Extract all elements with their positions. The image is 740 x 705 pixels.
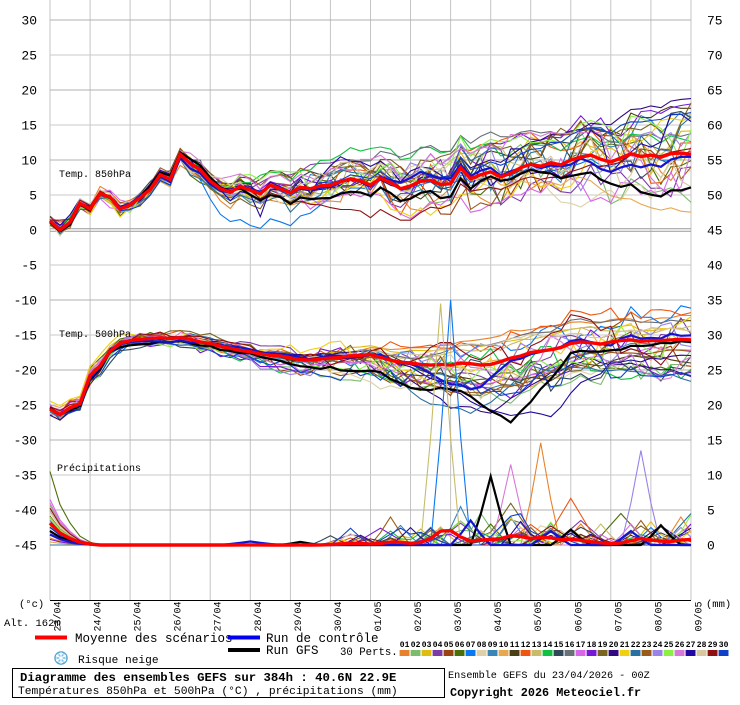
svg-text:Précipitations: Précipitations	[57, 463, 141, 475]
svg-text:5: 5	[707, 504, 715, 519]
svg-text:26/04: 26/04	[173, 601, 185, 631]
svg-text:17: 17	[576, 641, 586, 650]
svg-text:25: 25	[707, 364, 723, 379]
svg-text:Run de contrôle: Run de contrôle	[266, 632, 379, 646]
svg-text:28/04: 28/04	[253, 601, 265, 631]
svg-text:Risque neige: Risque neige	[78, 655, 159, 667]
svg-text:23/04: 23/04	[53, 601, 65, 631]
svg-text:Alt. 162m: Alt. 162m	[4, 618, 61, 630]
svg-text:50: 50	[707, 189, 723, 204]
svg-text:06: 06	[455, 641, 465, 650]
svg-text:-30: -30	[14, 434, 37, 449]
svg-text:20: 20	[609, 641, 619, 650]
svg-text:25/04: 25/04	[133, 601, 145, 631]
svg-text:13: 13	[532, 641, 542, 650]
svg-text:24: 24	[653, 641, 663, 650]
svg-text:(mm): (mm)	[706, 599, 731, 611]
svg-text:30/04: 30/04	[333, 601, 345, 631]
svg-text:-5: -5	[21, 259, 37, 274]
svg-text:15: 15	[554, 641, 564, 650]
svg-text:10: 10	[499, 641, 509, 650]
svg-text:35: 35	[707, 294, 723, 309]
svg-text:Temp. 850hPa: Temp. 850hPa	[59, 169, 131, 181]
svg-text:25: 25	[21, 49, 37, 64]
svg-text:Moyenne des scénarios: Moyenne des scénarios	[75, 632, 233, 646]
svg-text:55: 55	[707, 154, 723, 169]
svg-text:12: 12	[521, 641, 531, 650]
svg-text:40: 40	[707, 259, 723, 274]
svg-text:30: 30	[21, 14, 37, 29]
svg-text:-15: -15	[14, 329, 37, 344]
svg-text:-10: -10	[14, 294, 37, 309]
svg-text:07/05: 07/05	[613, 601, 625, 631]
svg-text:09: 09	[488, 641, 498, 650]
svg-text:01: 01	[400, 641, 410, 650]
svg-text:29/04: 29/04	[293, 601, 305, 631]
svg-text:15: 15	[707, 434, 723, 449]
svg-text:0: 0	[29, 224, 37, 239]
svg-text:05/05: 05/05	[533, 601, 545, 631]
svg-text:28: 28	[697, 641, 707, 650]
svg-text:09/05: 09/05	[694, 601, 706, 631]
svg-text:03: 03	[422, 641, 432, 650]
svg-text:Run GFS: Run GFS	[266, 644, 319, 658]
svg-text:70: 70	[707, 49, 723, 64]
svg-text:-20: -20	[14, 364, 37, 379]
svg-text:10: 10	[21, 154, 37, 169]
svg-text:23: 23	[642, 641, 652, 650]
svg-text:-25: -25	[14, 399, 37, 414]
svg-text:02: 02	[411, 641, 421, 650]
svg-text:02/05: 02/05	[413, 601, 425, 631]
svg-text:29: 29	[708, 641, 718, 650]
svg-text:19: 19	[598, 641, 608, 650]
svg-text:10: 10	[707, 469, 723, 484]
svg-text:21: 21	[620, 641, 630, 650]
svg-text:20: 20	[707, 399, 723, 414]
svg-text:08: 08	[477, 641, 487, 650]
svg-text:11: 11	[510, 641, 520, 650]
svg-text:24/04: 24/04	[93, 601, 105, 631]
svg-text:03/05: 03/05	[453, 601, 465, 631]
svg-text:26: 26	[675, 641, 685, 650]
svg-text:04: 04	[433, 641, 443, 650]
svg-text:14: 14	[543, 641, 553, 650]
svg-text:06/05: 06/05	[573, 601, 585, 631]
svg-text:20: 20	[21, 84, 37, 99]
svg-text:Temp. 500hPa: Temp. 500hPa	[59, 329, 131, 341]
svg-text:22: 22	[631, 641, 641, 650]
svg-text:07: 07	[466, 641, 476, 650]
svg-text:30: 30	[719, 641, 729, 650]
svg-text:27: 27	[686, 641, 696, 650]
svg-text:(°c): (°c)	[19, 599, 44, 611]
svg-text:65: 65	[707, 84, 723, 99]
svg-text:75: 75	[707, 14, 723, 29]
svg-text:45: 45	[707, 224, 723, 239]
svg-text:Copyright 2026 Meteociel.fr: Copyright 2026 Meteociel.fr	[450, 686, 641, 700]
svg-text:-45: -45	[14, 539, 37, 554]
svg-text:08/05: 08/05	[653, 601, 665, 631]
svg-text:04/05: 04/05	[493, 601, 505, 631]
svg-text:5: 5	[29, 189, 37, 204]
svg-text:0: 0	[707, 539, 715, 554]
svg-text:30: 30	[707, 329, 723, 344]
svg-text:Températures 850hPa et 500hPa: Températures 850hPa et 500hPa (°C) , pré…	[18, 686, 398, 698]
svg-text:Ensemble GEFS du 23/04/2026 -: Ensemble GEFS du 23/04/2026 - 00Z	[448, 670, 650, 682]
svg-text:-40: -40	[14, 504, 37, 519]
svg-text:60: 60	[707, 119, 723, 134]
svg-text:27/04: 27/04	[213, 601, 225, 631]
svg-text:18: 18	[587, 641, 597, 650]
svg-text:Diagramme des ensembles GEFS s: Diagramme des ensembles GEFS sur 384h : …	[20, 671, 396, 685]
svg-text:25: 25	[664, 641, 674, 650]
svg-text:16: 16	[565, 641, 575, 650]
svg-text:30 Perts.: 30 Perts.	[340, 647, 398, 659]
svg-text:-35: -35	[14, 469, 37, 484]
svg-text:05: 05	[444, 641, 454, 650]
svg-text:01/05: 01/05	[373, 601, 385, 631]
svg-text:15: 15	[21, 119, 37, 134]
